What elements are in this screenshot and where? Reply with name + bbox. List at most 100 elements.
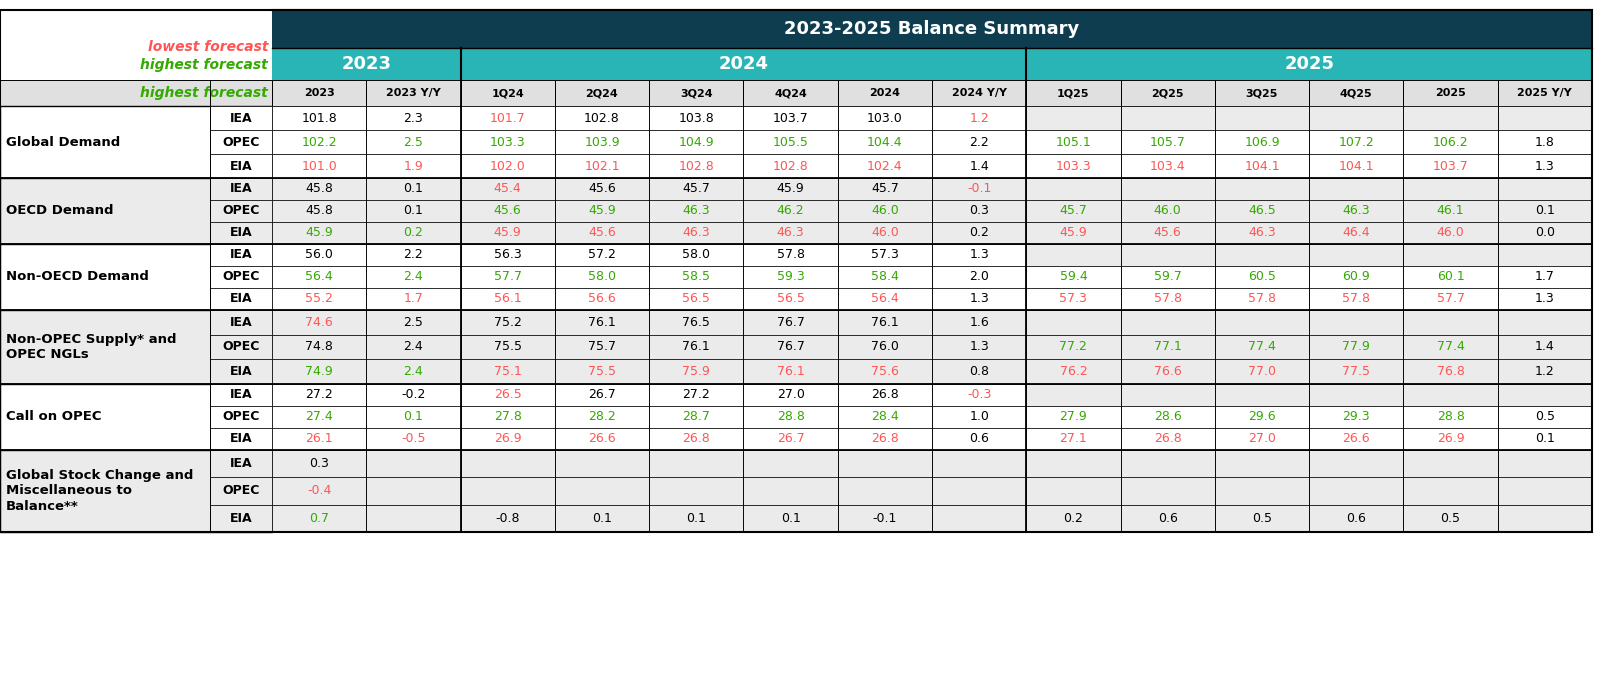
Bar (366, 154, 461, 178)
Text: 45.9: 45.9 (306, 226, 333, 239)
Bar (1403, 178, 1498, 200)
Bar (744, 244, 838, 266)
Text: 1.9: 1.9 (403, 159, 424, 173)
Bar (272, 384, 366, 406)
Text: 2024: 2024 (869, 88, 901, 98)
Bar (1403, 477, 1498, 505)
Bar (272, 154, 366, 178)
Bar (1214, 288, 1309, 310)
Text: 0.0: 0.0 (1534, 226, 1555, 239)
Bar (1498, 406, 1592, 428)
Bar (744, 288, 838, 310)
Bar (1026, 477, 1120, 505)
Text: 0.1: 0.1 (1534, 205, 1555, 217)
Text: 28.8: 28.8 (1437, 411, 1464, 423)
Bar (366, 310, 461, 335)
Bar (555, 222, 650, 244)
Bar (838, 288, 933, 310)
Bar (1403, 359, 1498, 384)
Text: 2.2: 2.2 (403, 248, 424, 262)
Text: 46.3: 46.3 (1248, 226, 1275, 239)
Text: 2023: 2023 (304, 88, 334, 98)
Text: 59.3: 59.3 (776, 271, 805, 283)
Bar (1403, 200, 1498, 222)
Bar (744, 106, 838, 130)
Text: 2.4: 2.4 (403, 365, 424, 378)
Text: 2.5: 2.5 (403, 136, 424, 148)
Text: 0.1: 0.1 (781, 512, 800, 525)
Bar (1498, 106, 1592, 130)
Bar (1498, 477, 1592, 505)
Text: 46.0: 46.0 (870, 205, 899, 217)
Text: 46.3: 46.3 (683, 226, 710, 239)
Bar (272, 200, 366, 222)
Text: 1.0: 1.0 (970, 411, 989, 423)
Text: Call on OPEC: Call on OPEC (6, 411, 101, 423)
Text: 3Q24: 3Q24 (680, 88, 712, 98)
Text: 2Q24: 2Q24 (586, 88, 618, 98)
Text: 0.3: 0.3 (309, 457, 330, 470)
Bar (650, 222, 744, 244)
Text: 26.1: 26.1 (306, 432, 333, 445)
Text: -0.1: -0.1 (966, 182, 992, 196)
Bar (1120, 505, 1214, 532)
Bar (1403, 106, 1498, 130)
Bar (461, 244, 555, 266)
Text: IEA: IEA (230, 248, 253, 262)
Bar (366, 335, 461, 359)
Bar (650, 335, 744, 359)
Bar (1214, 310, 1309, 335)
Bar (1214, 222, 1309, 244)
Text: 2025: 2025 (1435, 88, 1466, 98)
Text: 2023 Y/Y: 2023 Y/Y (386, 88, 442, 98)
Text: 28.2: 28.2 (589, 411, 616, 423)
Bar (1309, 406, 1403, 428)
Text: 4Q25: 4Q25 (1339, 88, 1373, 98)
Text: 2025: 2025 (1285, 55, 1334, 73)
Text: 57.2: 57.2 (589, 248, 616, 262)
Text: 45.9: 45.9 (589, 205, 616, 217)
Text: 76.5: 76.5 (682, 316, 710, 329)
Bar (555, 384, 650, 406)
Text: 76.1: 76.1 (683, 340, 710, 354)
Text: 27.0: 27.0 (776, 388, 805, 402)
Text: 0.5: 0.5 (1534, 411, 1555, 423)
Bar (210, 335, 272, 359)
Text: 59.7: 59.7 (1154, 271, 1182, 283)
Bar (366, 266, 461, 288)
Bar (650, 178, 744, 200)
Bar (1498, 200, 1592, 222)
Bar (744, 450, 838, 477)
Bar (210, 359, 272, 384)
Bar (933, 288, 1026, 310)
Bar (366, 428, 461, 450)
Bar (1309, 450, 1403, 477)
Text: 2Q25: 2Q25 (1152, 88, 1184, 98)
Text: EIA: EIA (230, 432, 253, 445)
Text: 1.2: 1.2 (970, 111, 989, 125)
Text: 77.2: 77.2 (1059, 340, 1088, 354)
Bar (210, 154, 272, 178)
Text: 60.5: 60.5 (1248, 271, 1275, 283)
Text: 58.0: 58.0 (589, 271, 616, 283)
Text: 1.7: 1.7 (1534, 271, 1555, 283)
Bar (1498, 450, 1592, 477)
Bar (272, 178, 366, 200)
Text: 77.4: 77.4 (1248, 340, 1275, 354)
Bar (1120, 154, 1214, 178)
Bar (650, 384, 744, 406)
Bar (744, 477, 838, 505)
Text: 4Q24: 4Q24 (774, 88, 806, 98)
Text: 102.0: 102.0 (490, 159, 525, 173)
Bar (1309, 222, 1403, 244)
Bar (1309, 200, 1403, 222)
Bar (1026, 288, 1120, 310)
Text: 101.7: 101.7 (490, 111, 525, 125)
Bar (1309, 154, 1403, 178)
Bar (366, 80, 461, 106)
Text: 77.1: 77.1 (1154, 340, 1182, 354)
Text: -0.2: -0.2 (402, 388, 426, 402)
Bar (1309, 288, 1403, 310)
Text: 74.8: 74.8 (306, 340, 333, 354)
Text: 56.5: 56.5 (776, 292, 805, 306)
